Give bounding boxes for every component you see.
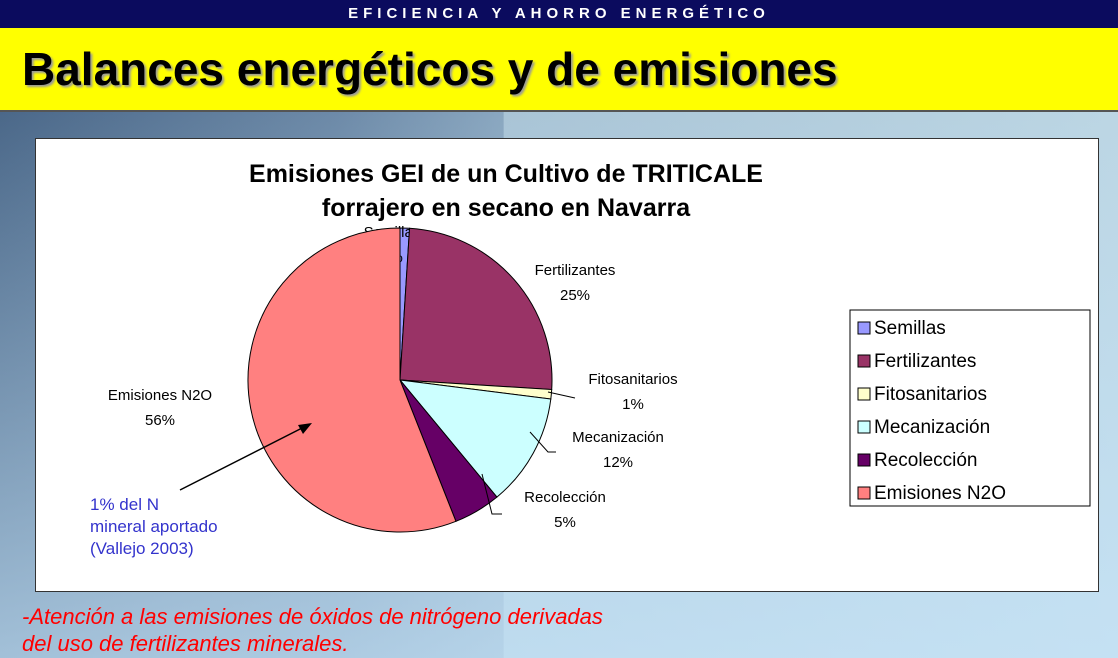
legend-label: Recolección [874,450,978,471]
slice-label: Mecanización [572,429,664,446]
arrow-head [298,423,312,434]
legend-swatch [857,486,871,500]
footer-line: del uso de fertilizantes minerales. [22,631,349,656]
footer-line: -Atención a las emisiones de óxidos de n… [22,604,603,629]
slice-label: Emisiones N2O [108,387,212,404]
legend-swatch [857,387,871,401]
slice-value: 12% [603,454,633,471]
legend-label: Fitosanitarios [874,384,987,405]
pie-slice [398,379,552,498]
pie-slice [247,227,457,533]
legend-swatch [857,321,871,335]
banner: EFICIENCIA Y AHORRO ENERGÉTICO [0,0,1118,28]
leader-line [547,391,576,399]
annotation: 1% del N [90,495,159,514]
legend-label: Mecanización [874,417,990,438]
slice-label: Fitosanitarios [588,371,677,388]
slice-value: 56% [145,412,175,429]
annotation: (Vallejo 2003) [90,539,194,558]
legend-swatch [857,354,871,368]
annotation-arrow [179,424,309,491]
slice-label: Recolección [524,489,606,506]
slice-value: 1% [622,396,644,413]
legend-swatch [857,420,871,434]
chart: Semillas 1% Fertilizantes 25% Fitosanitarios… [90,224,1091,558]
annotation: mineral aportado [90,517,218,536]
slide-title: Balances energéticos y de emisiones [22,43,838,95]
slice-value: 25% [560,287,590,304]
title-bar: Balances energéticos y de emisiones [0,28,1118,112]
slice-label: Fertilizantes [535,262,616,279]
legend-label: Emisiones N2O [874,483,1006,504]
pie-slice [399,227,553,391]
leader-line [481,473,502,515]
chart-title: Emisiones GEI de un Cultivo de TRITICALE… [249,160,763,222]
legend-swatch [857,453,871,467]
legend-label: Semillas [874,318,946,339]
legend-label: Fertilizantes [874,351,976,372]
leader-line [529,431,556,453]
legend-box [849,309,1091,507]
slice-value: 5% [554,514,576,531]
